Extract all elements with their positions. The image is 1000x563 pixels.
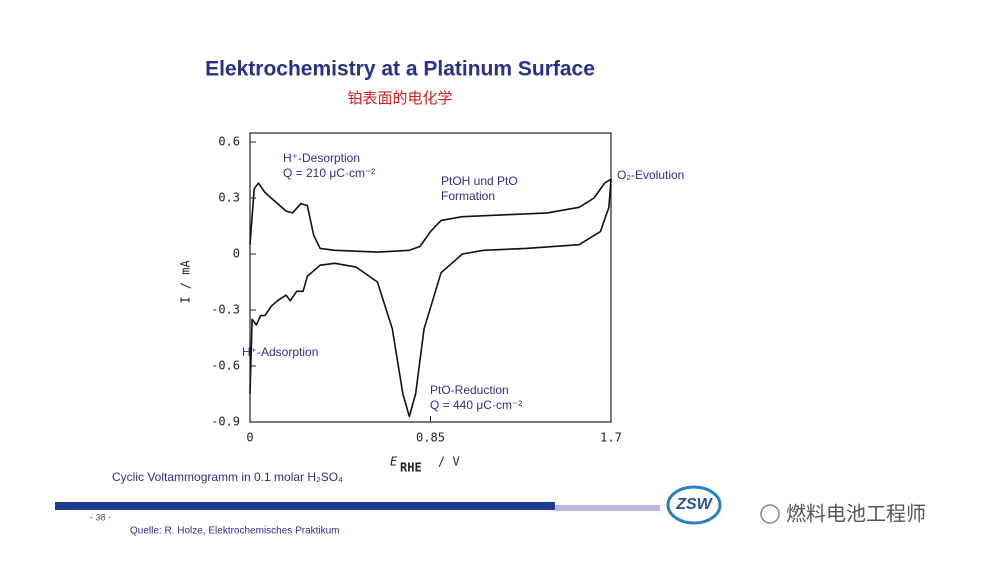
logo: ZSW xyxy=(675,496,713,513)
annotation: PtO-Reduction xyxy=(430,383,509,397)
annotation: H⁺-Adsorption xyxy=(242,345,318,359)
y-tick-label: 0.6 xyxy=(218,135,240,149)
annotation: Q = 440 μC·cm⁻² xyxy=(430,398,522,412)
annotation: Formation xyxy=(441,189,495,203)
watermark: 燃料电池工程师 xyxy=(786,502,926,526)
x-axis-label-sub: RHE xyxy=(400,461,422,475)
annotation: O₂-Evolution xyxy=(617,168,684,182)
y-tick-label: -0.9 xyxy=(211,415,240,429)
y-tick-label: 0 xyxy=(233,247,240,261)
footer-bar xyxy=(55,502,555,510)
logo-ring xyxy=(666,485,722,525)
y-tick-label: 0.3 xyxy=(218,191,240,205)
x-axis-label-unit: / V xyxy=(438,455,460,469)
source: Quelle: R. Holze, Elektrochemisches Prak… xyxy=(130,526,340,537)
watermark-icon xyxy=(760,504,780,524)
footer-bar xyxy=(555,505,660,511)
x-tick-label: 0 xyxy=(246,431,253,445)
x-axis-label: E xyxy=(390,455,398,469)
y-axis-label: I / mA xyxy=(179,260,193,304)
y-tick-label: -0.3 xyxy=(211,303,240,317)
x-tick-label: 0.85 xyxy=(416,431,445,445)
slide-title: Elektrochemistry at a Platinum Surface xyxy=(205,58,595,81)
slide-subtitle: 铂表面的电化学 xyxy=(347,89,452,107)
page-number: - 38 - xyxy=(90,512,111,522)
annotation: H⁺-Desorption xyxy=(283,151,360,165)
y-tick-label: -0.6 xyxy=(211,359,240,373)
annotation: PtOH und PtO xyxy=(441,174,518,188)
annotation: Q = 210 μC·cm⁻² xyxy=(283,166,375,180)
caption: Cyclic Voltammogramm in 0.1 molar H₂SO₄ xyxy=(112,470,343,484)
cv-curve xyxy=(249,178,612,418)
x-tick-label: 1.7 xyxy=(600,431,622,445)
